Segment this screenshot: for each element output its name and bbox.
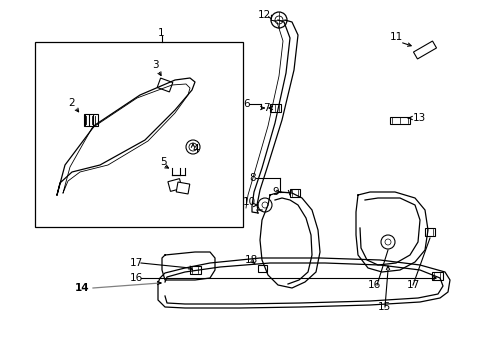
Text: 12: 12 — [258, 10, 271, 20]
Circle shape — [380, 235, 394, 249]
Text: 16: 16 — [367, 280, 381, 290]
Text: 16: 16 — [130, 273, 143, 283]
Text: 9: 9 — [271, 187, 278, 197]
Text: 7: 7 — [263, 103, 269, 113]
Text: 8: 8 — [248, 173, 255, 183]
Text: 17: 17 — [406, 280, 419, 290]
Bar — [167, 179, 182, 192]
Bar — [84, 114, 98, 126]
Text: 5: 5 — [160, 157, 166, 167]
Circle shape — [262, 202, 267, 208]
Text: 14: 14 — [75, 283, 89, 293]
Text: 13: 13 — [412, 113, 426, 123]
Text: 3: 3 — [152, 60, 158, 70]
Bar — [257, 265, 266, 271]
Bar — [424, 228, 434, 236]
Bar — [430, 272, 442, 280]
Text: 2: 2 — [68, 98, 75, 108]
Text: 17: 17 — [130, 258, 143, 268]
Bar — [157, 78, 172, 92]
Text: 4: 4 — [192, 144, 198, 154]
Text: 18: 18 — [244, 255, 258, 265]
Bar — [389, 117, 409, 123]
Bar — [35, 42, 243, 227]
Text: 1: 1 — [158, 28, 164, 38]
Circle shape — [258, 198, 271, 212]
Text: 6: 6 — [243, 99, 249, 109]
Text: 11: 11 — [389, 32, 403, 42]
Circle shape — [270, 12, 286, 28]
Text: 10: 10 — [243, 197, 256, 207]
Circle shape — [384, 239, 390, 245]
Circle shape — [185, 140, 200, 154]
Bar — [413, 41, 436, 59]
Text: 15: 15 — [377, 302, 390, 312]
Bar — [269, 104, 280, 112]
Bar — [176, 182, 189, 194]
Circle shape — [189, 143, 197, 151]
Circle shape — [274, 16, 283, 24]
Bar — [189, 266, 200, 274]
Bar — [289, 189, 299, 197]
